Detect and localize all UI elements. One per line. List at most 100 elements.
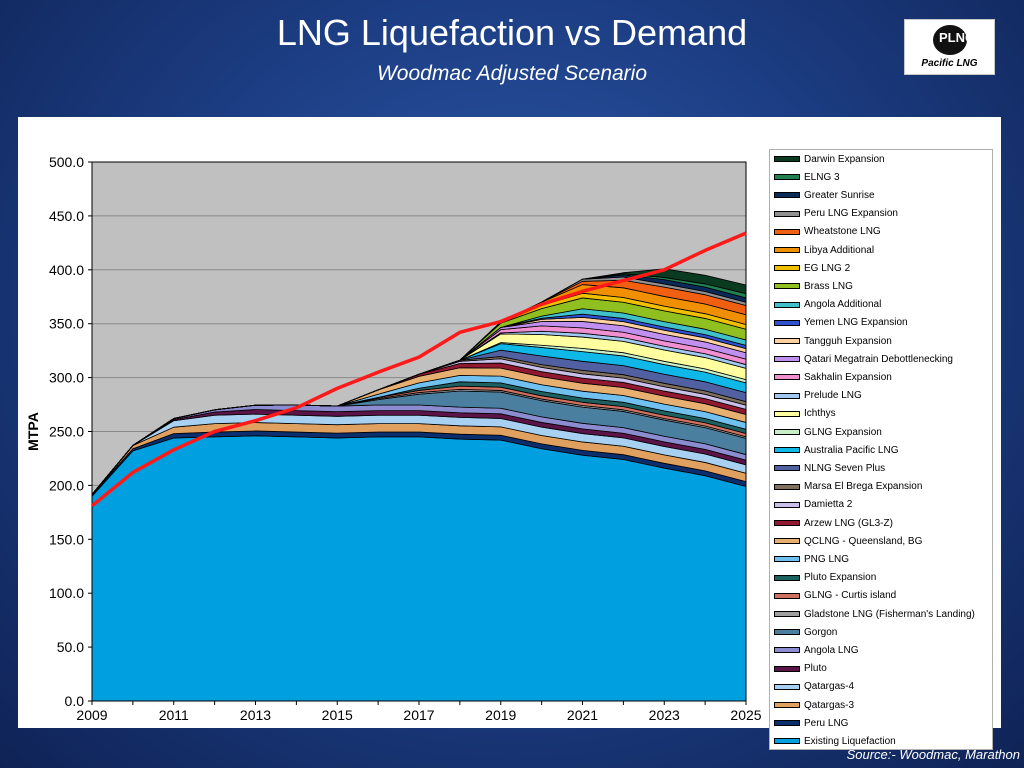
legend-label: NLNG Seven Plus [804, 462, 886, 474]
legend-swatch [774, 429, 800, 435]
legend-swatch [774, 410, 800, 417]
legend-item: GLNG - Curtis island [774, 589, 896, 603]
legend-label: EG LNG 2 [804, 262, 851, 274]
y-tick-label: 500.0 [49, 154, 84, 170]
legend-swatch [774, 611, 800, 617]
legend-item: GLNG Expansion [774, 425, 882, 439]
legend-item: Sakhalin Expansion [774, 370, 892, 384]
chart-svg: 0.0 50.0 100.0 150.0 200.0 250.0 300.0 350.0 400… [25, 154, 762, 723]
legend-swatch [774, 501, 800, 508]
demand-line [90, 231, 747, 508]
legend-label: QCLNG - Queensland, BG [804, 535, 923, 547]
page-title: LNG Liquefaction vs Demand [276, 12, 748, 53]
legend-label: GLNG Expansion [804, 426, 882, 438]
legend-swatch [774, 374, 800, 381]
legend-item: Gorgon [774, 625, 837, 639]
page-subtitle: Woodmac Adjusted Scenario [376, 62, 648, 85]
legend-item: EG LNG 2 [774, 261, 850, 275]
x-tick-label: 2015 [322, 707, 353, 723]
legend-item: Darwin Expansion [774, 152, 885, 166]
legend-label: Angola Additional [804, 299, 882, 311]
legend-swatch [774, 228, 800, 235]
legend-item: Gladstone LNG (Fisherman's Landing) [774, 607, 975, 621]
legend-label: Gorgon [804, 626, 838, 638]
y-tick-label: 400.0 [49, 262, 84, 278]
legend-swatch [774, 392, 800, 399]
legend-label: Qatari Megatrain Debottlenecking [804, 353, 953, 365]
legend-label: Brass LNG [804, 280, 853, 292]
legend-label: Qatargas-3 [804, 699, 855, 711]
legend-swatch [774, 556, 800, 563]
legend-swatch [774, 319, 800, 326]
legend-item: Peru LNG Expansion [774, 207, 898, 221]
legend-item: Arzew LNG (GL3-Z) [774, 516, 893, 530]
legend-swatch [774, 574, 800, 581]
legend-swatch [774, 465, 800, 472]
x-tick-label: 2023 [649, 707, 680, 723]
legend-swatch [774, 301, 800, 308]
y-tick-label: 450.0 [49, 208, 84, 224]
legend-item: Qatargas-3 [774, 698, 854, 712]
legend-swatch [774, 683, 800, 690]
x-tick-label: 2011 [159, 707, 189, 723]
area-series-existing-liquefaction [91, 435, 747, 702]
legend-swatch [774, 629, 800, 636]
legend-label: Darwin Expansion [804, 153, 885, 165]
legend-label: Qatargas-4 [804, 681, 855, 693]
legend-swatch [774, 174, 800, 181]
legend-label: PNG LNG [804, 553, 850, 565]
legend-label: Pluto Expansion [804, 572, 877, 584]
legend-item: Yemen LNG Expansion [774, 316, 908, 330]
x-tick-label: 2009 [76, 707, 107, 723]
legend-label: GLNG - Curtis island [804, 590, 897, 602]
legend-label: Sakhalin Expansion [804, 371, 892, 383]
legend-swatch [774, 247, 800, 253]
y-tick-label: 50.0 [57, 639, 84, 655]
legend-item: QCLNG - Queensland, BG [774, 534, 922, 548]
x-tick-label: 2019 [485, 707, 516, 723]
legend-label: Angola LNG [804, 644, 859, 656]
legend-label: Marsa El Brega Expansion [804, 481, 923, 493]
y-tick-label: 300.0 [49, 370, 84, 386]
pacific-lng-logo: PLNG Pacific LNG [904, 19, 995, 75]
legend-item: PNG LNG [774, 552, 849, 566]
legend-swatch [774, 520, 800, 526]
legend-item: Tangguh Expansion [774, 334, 892, 348]
legend-label: Pluto [804, 663, 827, 675]
legend-item: Ichthys [774, 407, 836, 421]
legend-label: Peru LNG [804, 717, 849, 729]
legend-label: Australia Pacific LNG [804, 444, 899, 456]
legend-swatch [774, 720, 800, 727]
legend-swatch [774, 738, 800, 745]
legend-label: Greater Sunrise [804, 189, 875, 201]
legend-swatch [774, 647, 800, 654]
legend-label: Prelude LNG [804, 390, 862, 402]
legend-item: Pluto Expansion [774, 571, 876, 585]
legend-item: Existing Liquefaction [774, 734, 896, 748]
legend-label: Yemen LNG Expansion [804, 317, 908, 329]
legend-label: Existing Liquefaction [804, 735, 896, 747]
legend-item: Damietta 2 [774, 498, 852, 512]
source-note: Source:- Woodmac, Marathon [846, 747, 1020, 762]
x-tick-label: 2017 [403, 707, 434, 723]
legend-item: Libya Additional [774, 243, 874, 257]
legend-item: Qatari Megatrain Debottlenecking [774, 352, 953, 366]
legend-swatch [774, 192, 800, 199]
legend-label: Gladstone LNG (Fisherman's Landing) [804, 608, 975, 620]
legend-swatch [774, 356, 800, 363]
legend-item: Greater Sunrise [774, 188, 875, 202]
legend-item: Peru LNG [774, 716, 848, 730]
y-tick-label: 250.0 [49, 424, 84, 440]
y-tick-label: 200.0 [49, 477, 84, 493]
legend-label: Ichthys [804, 408, 836, 420]
legend-swatch [774, 483, 800, 490]
legend-label: Wheatstone LNG [804, 226, 881, 238]
legend-swatch [774, 156, 800, 162]
legend-item: Wheatstone LNG [774, 225, 881, 239]
legend-item: Marsa El Brega Expansion [774, 480, 922, 494]
legend-swatch [774, 338, 800, 344]
legend-item: Pluto [774, 662, 827, 676]
legend-label: Arzew LNG (GL3-Z) [804, 517, 893, 529]
legend-item: NLNG Seven Plus [774, 461, 885, 475]
y-tick-label: 100.0 [49, 585, 84, 601]
